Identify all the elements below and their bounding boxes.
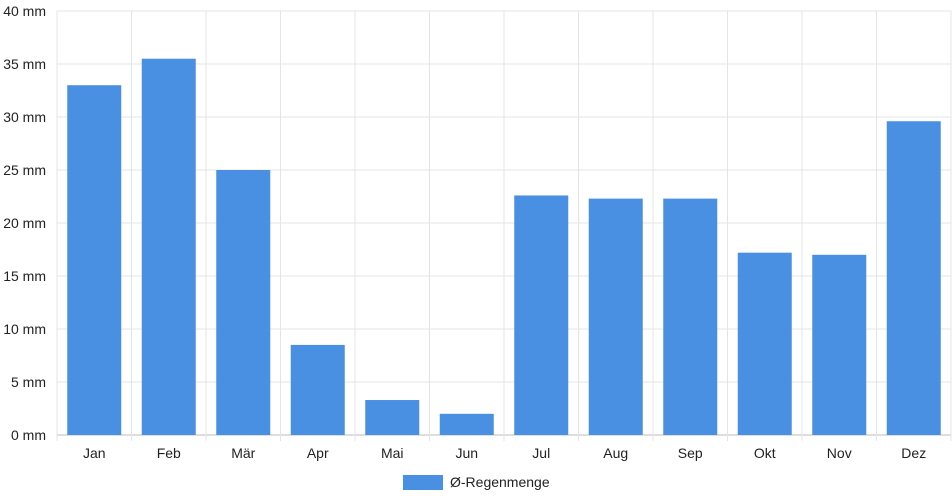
- bar-jan[interactable]: [67, 85, 122, 435]
- x-tick-label: Jan: [83, 445, 106, 461]
- x-tick-label: Okt: [754, 445, 776, 461]
- bar-sep[interactable]: [663, 198, 718, 435]
- bar-okt[interactable]: [737, 252, 792, 435]
- y-tick-label: 0 mm: [11, 427, 46, 443]
- bar-jun[interactable]: [439, 413, 494, 435]
- y-axis: 0 mm 5 mm 10 mm 15 mm 20 mm 25 mm 30 mm 35 mm 40…: [3, 3, 46, 443]
- bar-mai[interactable]: [365, 400, 420, 435]
- bar-mär[interactable]: [216, 170, 271, 435]
- bars: [67, 58, 941, 436]
- bar-dez[interactable]: [886, 121, 941, 436]
- x-tick-label: Nov: [827, 445, 852, 461]
- y-tick-label: 25 mm: [3, 162, 46, 178]
- x-tick-label: Feb: [157, 445, 181, 461]
- legend-label[interactable]: Ø-Regenmenge: [450, 474, 550, 490]
- x-tick-label: Dez: [901, 445, 926, 461]
- bar-nov[interactable]: [812, 254, 867, 435]
- y-tick-label: 5 mm: [11, 374, 46, 390]
- bar-feb[interactable]: [141, 58, 196, 435]
- bar-apr[interactable]: [290, 344, 345, 435]
- legend-swatch[interactable]: [403, 475, 443, 490]
- bar-aug[interactable]: [588, 198, 643, 435]
- x-tick-label: Aug: [603, 445, 628, 461]
- y-tick-label: 15 mm: [3, 268, 46, 284]
- x-tick-label: Sep: [678, 445, 703, 461]
- x-axis: Jan Feb Mär Apr Mai Jun Jul Aug Sep Okt Nov Dez: [83, 445, 926, 461]
- legend[interactable]: Ø-Regenmenge: [403, 474, 550, 490]
- x-tick-label: Mai: [381, 445, 404, 461]
- x-tick-label: Jul: [532, 445, 550, 461]
- y-tick-label: 35 mm: [3, 56, 46, 72]
- grid-lines: [56, 10, 952, 441]
- x-tick-label: Mär: [231, 445, 255, 461]
- x-tick-label: Apr: [307, 445, 329, 461]
- y-tick-label: 30 mm: [3, 109, 46, 125]
- y-tick-label: 40 mm: [3, 3, 46, 19]
- y-tick-label: 20 mm: [3, 215, 46, 231]
- bar-jul[interactable]: [514, 195, 569, 435]
- x-tick-label: Jun: [455, 445, 478, 461]
- y-tick-label: 10 mm: [3, 321, 46, 337]
